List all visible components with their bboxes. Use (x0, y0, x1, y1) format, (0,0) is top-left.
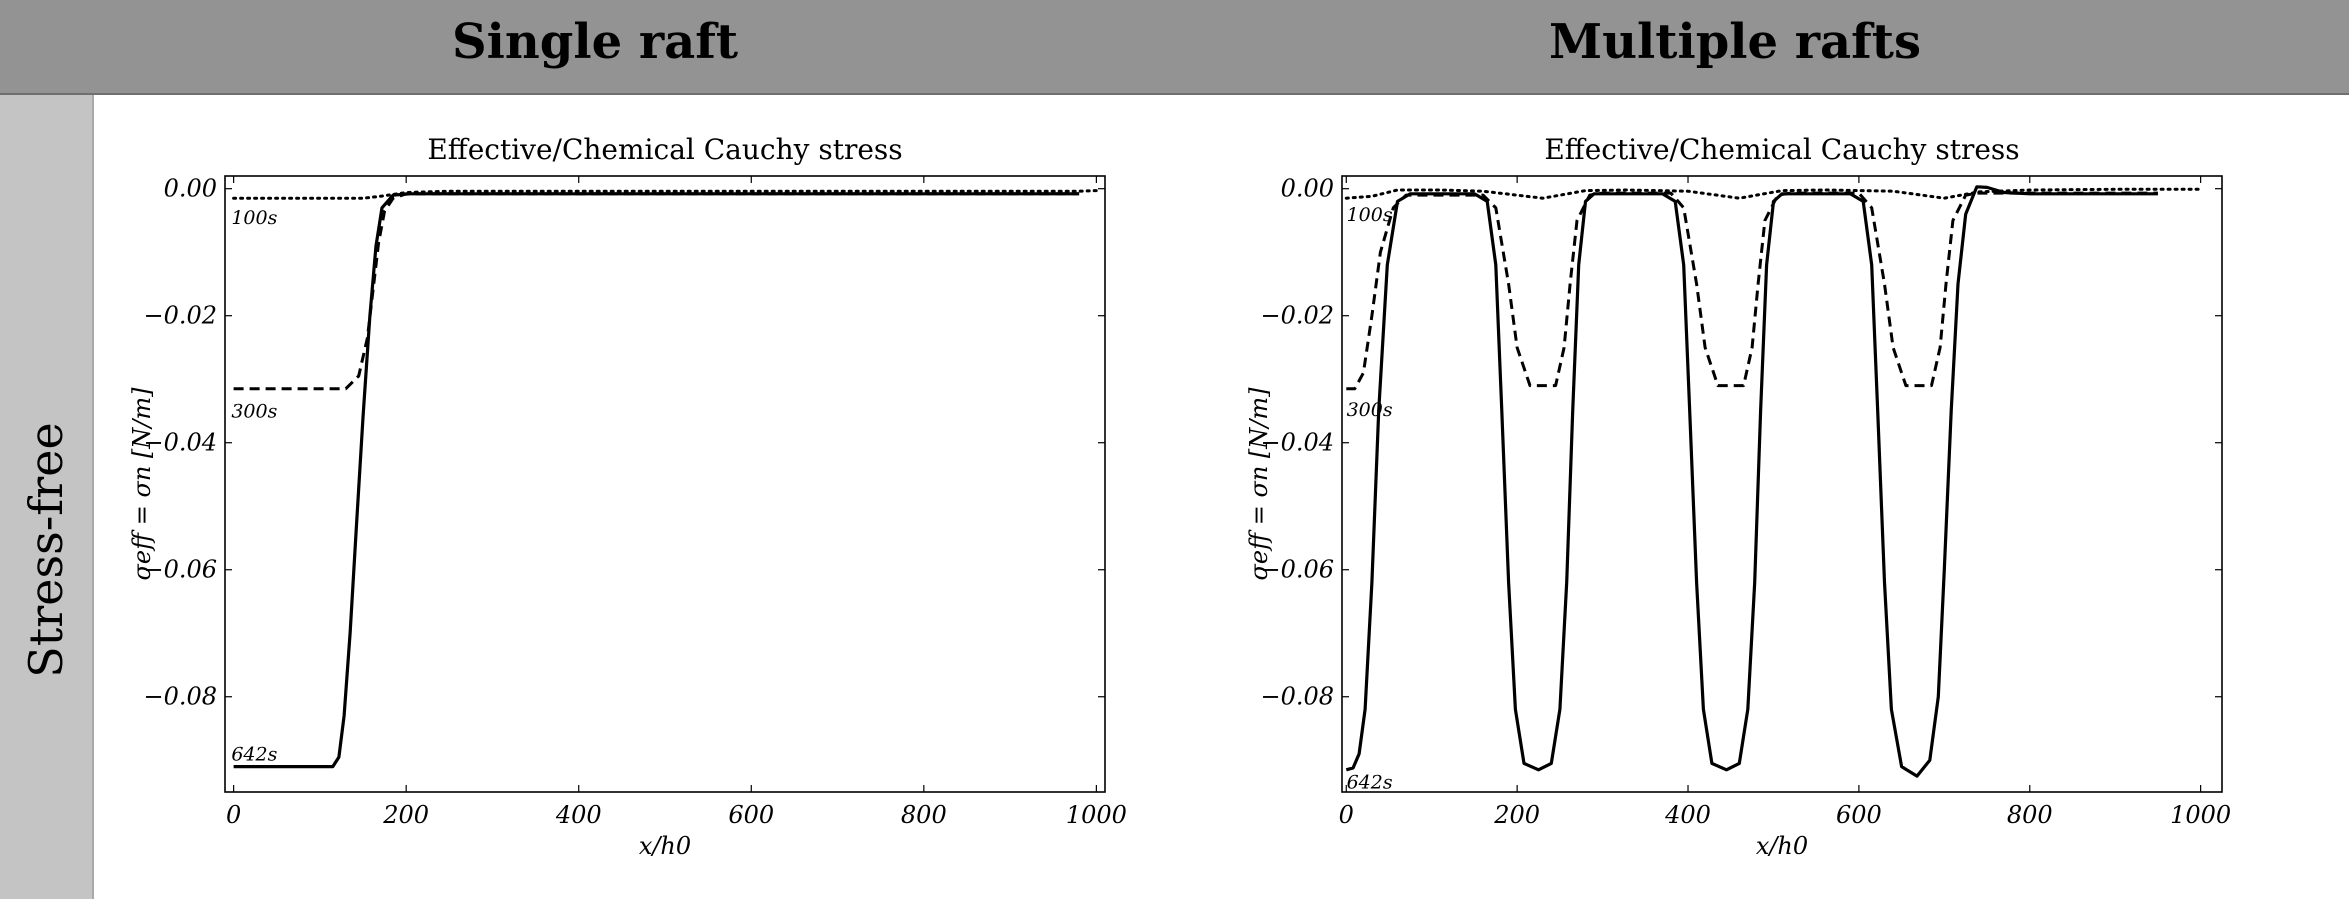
time-annotation: 300s (231, 401, 277, 423)
x-tick-label: 400 (555, 801, 602, 829)
y-tick-label: −0.08 (143, 683, 217, 711)
series-line-solid (1345, 185, 2158, 778)
time-annotation: 300s (1347, 399, 1393, 421)
chart-title: Effective/Chemical Cauchy stress (427, 133, 902, 166)
x-tick-label: 200 (1493, 801, 1540, 829)
series-line-dashed (233, 192, 1080, 391)
series-line-dotted (1344, 187, 2203, 200)
x-tick-label: 800 (901, 801, 947, 829)
x-tick-label: 0 (1339, 801, 1354, 829)
column-title-single-raft: Single raft (451, 14, 739, 70)
x-tick-label: 0 (226, 801, 241, 829)
chart-title: Effective/Chemical Cauchy stress (1544, 133, 2019, 166)
plot-frame (1341, 175, 2223, 793)
y-tick-label: 0.00 (164, 175, 217, 203)
y-axis-label: σeff = σn [N/m] (1245, 387, 1273, 581)
x-tick-label: 1000 (2170, 801, 2231, 829)
row-label-panel: Stress-free (0, 95, 94, 899)
y-tick-label: −0.06 (1260, 556, 1334, 584)
y-tick-label: −0.06 (143, 556, 217, 584)
series-line-dashed (1346, 191, 2158, 391)
y-tick-label: 0.00 (1281, 175, 1334, 203)
plot-frame (224, 175, 1106, 793)
column-title-multiple-rafts: Multiple rafts (1549, 14, 1921, 70)
y-tick-label: −0.04 (1260, 429, 1334, 457)
series-line-solid (233, 192, 1080, 769)
y-tick-label: −0.02 (143, 302, 217, 330)
y-tick-label: −0.08 (1260, 683, 1334, 711)
x-tick-label: 1000 (1066, 801, 1127, 829)
x-tick-label: 800 (2007, 801, 2053, 829)
series-line-dotted (232, 189, 1098, 200)
x-tick-label: 200 (382, 801, 429, 829)
chart-single-raft: Effective/Chemical Cauchy stress 0 200 400 6… (128, 133, 1127, 860)
x-tick-label: 400 (1664, 801, 1711, 829)
y-tick-label: −0.02 (1260, 302, 1334, 330)
x-axis-label: x/h0 (639, 832, 691, 860)
row-label-stress-free: Stress-free (19, 422, 73, 678)
x-axis-label: x/h0 (1756, 832, 1808, 860)
header-bar: Single raft Multiple rafts (0, 0, 2349, 95)
y-tick-label: −0.04 (143, 429, 217, 457)
time-annotation: 642s (231, 744, 277, 766)
time-annotation: 642s (1347, 772, 1393, 794)
x-tick-label: 600 (728, 801, 774, 829)
y-axis-label: σeff = σn [N/m] (128, 387, 156, 581)
time-annotation: 100s (1347, 204, 1393, 226)
chart-multiple-rafts: Effective/Chemical Cauchy stress 0 200 400 6… (1245, 133, 2231, 860)
time-annotation: 100s (231, 207, 277, 229)
x-tick-label: 600 (1836, 801, 1882, 829)
